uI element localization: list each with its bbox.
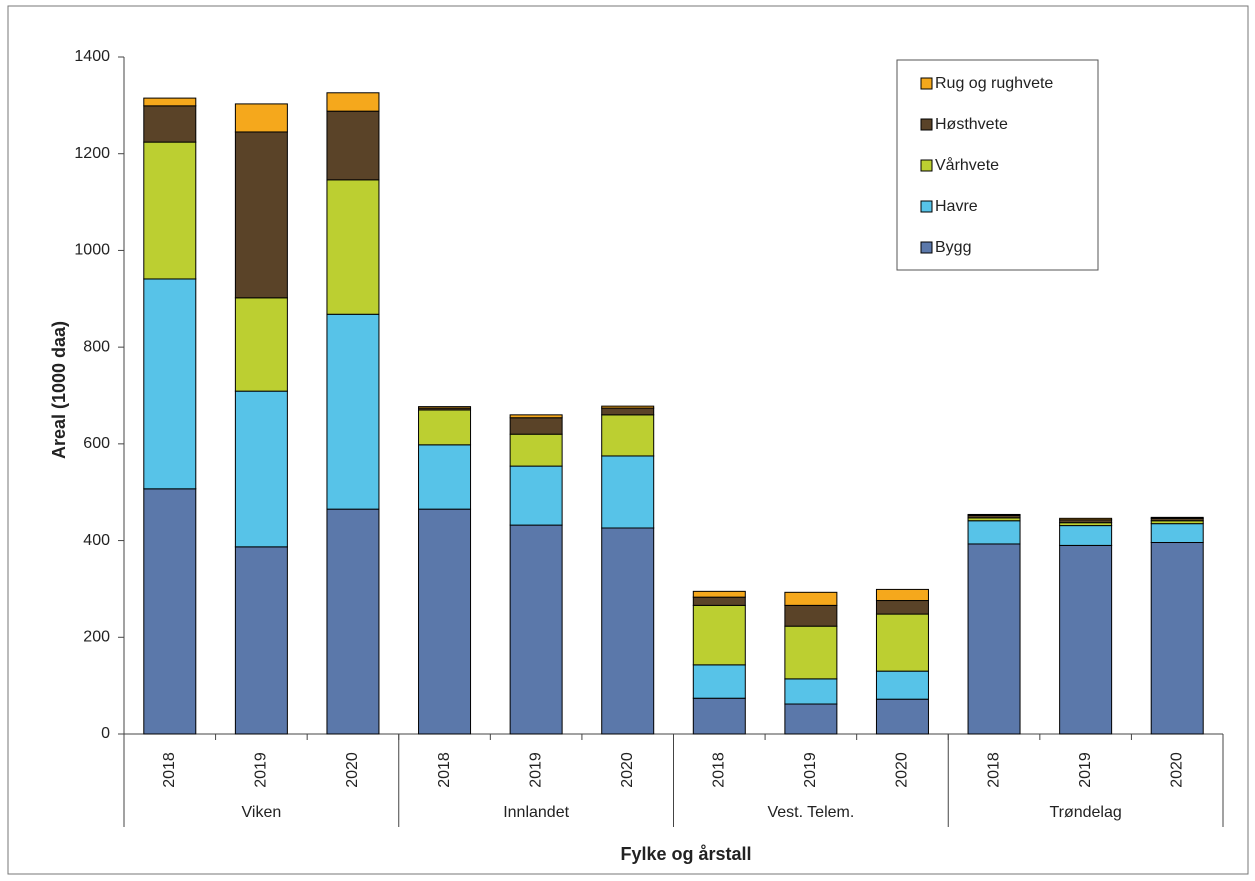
x-tick-label: 2020: [1168, 752, 1185, 788]
bar-segment: [1150, 542, 1204, 735]
x-tick-label: 2020: [619, 752, 636, 788]
bar-segment: [143, 97, 197, 107]
bar-segment: [875, 613, 929, 672]
bar-segment: [601, 527, 655, 735]
bar-segment: [509, 414, 563, 419]
bar-segment: [326, 508, 380, 735]
bar-segment: [967, 520, 1021, 545]
bar-segment: [1059, 544, 1113, 735]
bar-segment: [234, 131, 288, 299]
bar-segment: [509, 465, 563, 526]
y-tick-label: 1200: [74, 145, 110, 162]
bar-segment: [875, 698, 929, 735]
x-tick-label: 2018: [436, 752, 453, 788]
x-tick-label: 2018: [985, 752, 1002, 788]
y-tick-label: 200: [83, 629, 110, 646]
bar-segment: [784, 625, 838, 680]
x-tick-label: 2019: [253, 752, 270, 788]
bar-segment: [326, 92, 380, 112]
legend-swatch: [920, 77, 933, 90]
y-axis-title: Areal (1000 daa): [49, 321, 69, 459]
x-tick-label: 2020: [344, 752, 361, 788]
bar-segment: [509, 524, 563, 735]
x-tick-label: 2019: [802, 752, 819, 788]
bar-segment: [1059, 525, 1113, 546]
bar-segment: [784, 604, 838, 627]
bar-segment: [418, 406, 472, 409]
bar-segment: [326, 179, 380, 315]
bar-segment: [784, 591, 838, 606]
y-tick-label: 1000: [74, 242, 110, 259]
bar-segment: [1150, 523, 1204, 544]
bar-segment: [692, 590, 746, 598]
legend-label: Rug og rughvete: [935, 75, 1053, 92]
bar-segment: [143, 278, 197, 490]
group-label: Viken: [242, 804, 282, 821]
bar-segment: [692, 604, 746, 666]
x-tick-label: 2020: [894, 752, 911, 788]
legend-label: Vårhvete: [935, 156, 999, 174]
bar-segment: [234, 103, 288, 133]
x-tick-label: 2019: [527, 752, 544, 788]
bar-segment: [601, 405, 655, 409]
legend-label: Bygg: [935, 239, 971, 256]
bar-segment: [326, 110, 380, 181]
bar-segment: [601, 407, 655, 416]
bar-segment: [143, 141, 197, 280]
legend-label: Havre: [935, 198, 978, 215]
x-axis-title: Fylke og årstall: [620, 844, 751, 864]
x-tick-label: 2019: [1077, 752, 1094, 788]
bar-segment: [509, 433, 563, 467]
bar-segment: [601, 455, 655, 529]
y-tick-label: 600: [83, 435, 110, 452]
group-label: Trøndelag: [1049, 804, 1121, 821]
bar-segment: [143, 105, 197, 143]
bar-segment: [326, 313, 380, 510]
bar-segment: [967, 543, 1021, 735]
bar-segment: [692, 596, 746, 606]
bar-segment: [967, 513, 1021, 516]
bar-segment: [784, 703, 838, 735]
bar-segment: [875, 600, 929, 615]
bar-segment: [601, 414, 655, 457]
x-tick-label: 2018: [711, 752, 728, 788]
bar-segment: [418, 444, 472, 510]
bar-segment: [875, 670, 929, 700]
y-tick-label: 0: [101, 725, 110, 742]
legend-label: Høsthvete: [935, 116, 1008, 133]
legend-swatch: [920, 159, 933, 172]
y-tick-label: 400: [83, 532, 110, 549]
y-tick-label: 800: [83, 338, 110, 355]
bar-segment: [875, 588, 929, 602]
x-tick-label: 2018: [161, 752, 178, 788]
y-tick-label: 1400: [74, 48, 110, 65]
bar-segment: [1150, 516, 1204, 519]
legend-swatch: [920, 200, 933, 213]
bar-segment: [234, 546, 288, 735]
legend-swatch: [920, 241, 933, 254]
group-label: Vest. Telem.: [767, 804, 854, 821]
bar-segment: [234, 390, 288, 548]
bar-segment: [234, 297, 288, 392]
bar-segment: [692, 697, 746, 735]
group-label: Innlandet: [503, 804, 569, 821]
bar-segment: [418, 409, 472, 446]
bar-segment: [509, 417, 563, 435]
bar-segment: [1059, 517, 1113, 521]
bar-segment: [692, 664, 746, 699]
bar-segment: [418, 508, 472, 735]
bar-segment: [143, 488, 197, 735]
legend-swatch: [920, 118, 933, 131]
bar-segment: [784, 678, 838, 705]
